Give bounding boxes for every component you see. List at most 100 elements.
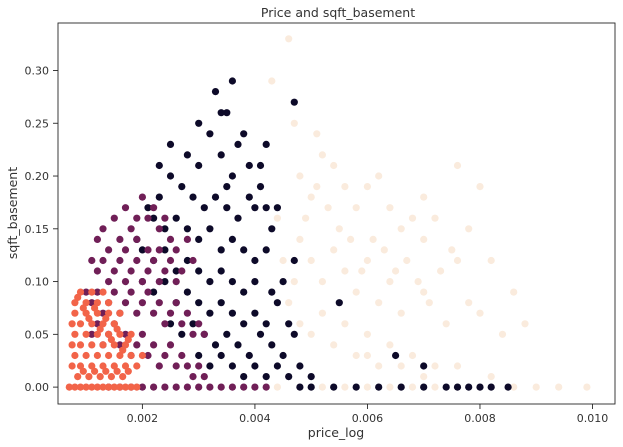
data-point: [172, 246, 180, 254]
data-point: [330, 161, 338, 170]
data-point: [296, 362, 304, 370]
data-point: [240, 130, 248, 138]
data-point: [76, 320, 85, 328]
data-point: [110, 267, 118, 275]
data-point: [127, 383, 135, 391]
data-point: [425, 299, 433, 307]
data-point: [195, 383, 203, 391]
data-point: [74, 293, 82, 301]
data-point: [110, 383, 118, 391]
data-point: [285, 299, 293, 307]
data-point: [88, 256, 96, 265]
data-point: [71, 383, 79, 391]
data-point: [121, 383, 130, 391]
data-point: [504, 383, 512, 391]
data-point: [183, 288, 191, 296]
data-point: [121, 278, 130, 286]
data-point: [99, 341, 107, 349]
data-point: [307, 330, 315, 338]
data-point: [245, 193, 253, 201]
data-point: [93, 299, 101, 307]
data-point: [273, 383, 281, 391]
data-point: [335, 299, 343, 307]
y-tick-label: 0.15: [25, 223, 50, 236]
data-point: [397, 362, 405, 370]
data-point: [251, 309, 259, 317]
y-axis-label: sqft_basement: [5, 167, 20, 259]
data-point: [133, 362, 141, 370]
data-point: [341, 383, 349, 391]
data-point: [583, 383, 591, 391]
data-point: [161, 278, 169, 286]
data-point: [420, 383, 428, 391]
data-point: [352, 204, 360, 212]
data-point: [155, 278, 163, 286]
data-point: [150, 256, 158, 265]
data-point: [228, 278, 236, 286]
data-point: [375, 299, 383, 307]
data-point: [268, 341, 276, 349]
data-point: [273, 204, 281, 212]
data-point: [290, 278, 298, 286]
data-point: [178, 330, 186, 338]
data-point: [121, 341, 130, 349]
data-point: [155, 299, 163, 307]
data-point: [183, 256, 191, 265]
data-point: [65, 383, 73, 391]
data-point: [262, 373, 270, 381]
data-point: [211, 193, 220, 201]
data-point: [211, 88, 220, 96]
data-point: [99, 225, 107, 233]
data-point: [442, 320, 450, 328]
data-point: [498, 330, 507, 338]
data-point: [262, 320, 270, 328]
data-point: [138, 383, 146, 391]
data-point: [88, 288, 96, 296]
data-point: [155, 362, 163, 370]
data-point: [206, 362, 214, 370]
x-axis: 0.002 0.004 0.006 0.008 0.010: [127, 404, 609, 425]
data-point: [256, 161, 265, 170]
data-point: [324, 204, 332, 212]
data-point: [228, 362, 236, 370]
y-axis: 0.00 0.05 0.10 0.15 0.20 0.25 0.30: [25, 64, 58, 394]
data-point: [183, 151, 191, 159]
data-point: [144, 351, 152, 360]
data-point: [375, 172, 383, 180]
data-point: [206, 309, 214, 317]
data-point: [223, 109, 231, 117]
x-tick-label: 0.010: [577, 412, 609, 425]
data-point: [155, 193, 163, 201]
data-point: [99, 288, 107, 296]
data-point: [155, 246, 163, 254]
data-point: [217, 246, 225, 254]
data-point: [79, 367, 87, 375]
data-point: [273, 362, 281, 370]
data-point: [76, 341, 85, 349]
data-point: [302, 214, 310, 222]
data-point: [161, 225, 169, 233]
data-point: [116, 383, 124, 391]
data-point: [105, 309, 113, 317]
chart-title: Price and sqft_basement: [261, 5, 415, 20]
data-point: [251, 383, 259, 391]
data-point: [453, 161, 462, 170]
data-point: [420, 373, 428, 381]
data-point: [465, 225, 473, 233]
data-point: [116, 235, 124, 243]
data-point: [268, 77, 276, 85]
data-point: [102, 314, 110, 323]
data-point: [375, 383, 383, 391]
data-point: [408, 351, 417, 360]
data-point: [150, 288, 158, 296]
data-point: [448, 246, 456, 254]
data-point: [138, 330, 146, 338]
data-point: [88, 320, 96, 328]
data-point: [262, 383, 270, 391]
data-point: [431, 214, 439, 222]
data-point: [144, 246, 152, 254]
data-point: [155, 225, 163, 233]
y-tick-label: 0.05: [25, 328, 50, 341]
data-point: [279, 256, 287, 265]
data-point: [341, 183, 349, 191]
